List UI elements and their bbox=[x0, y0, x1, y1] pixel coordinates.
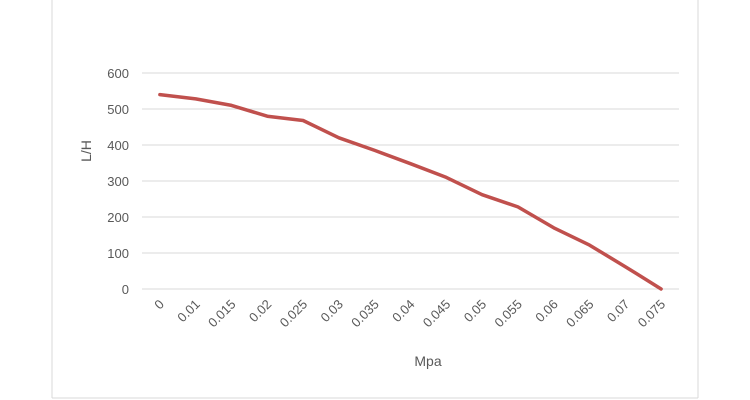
y-tick-label: 200 bbox=[107, 210, 129, 225]
x-tick-label: 0.06 bbox=[532, 297, 561, 326]
x-tick-label: 0.045 bbox=[420, 297, 454, 331]
x-tick-label: 0.07 bbox=[604, 297, 633, 326]
x-axis-title: Mpa bbox=[414, 353, 441, 369]
y-axis-title: L/H bbox=[78, 140, 94, 162]
y-axis-tick-labels: 0 100 200 300 400 500 600 bbox=[107, 66, 129, 297]
y-tick-label: 600 bbox=[107, 66, 129, 81]
data-series bbox=[158, 92, 663, 291]
y-tick-label: 500 bbox=[107, 102, 129, 117]
x-tick-label: 0.025 bbox=[277, 297, 311, 331]
x-tick-label: 0 bbox=[151, 297, 167, 313]
x-tick-label: 0.015 bbox=[205, 297, 239, 331]
x-tick-label: 0.05 bbox=[461, 297, 490, 326]
x-tick-label: 0.03 bbox=[318, 297, 347, 326]
x-tick-label: 0.075 bbox=[635, 297, 669, 331]
y-tick-label: 100 bbox=[107, 246, 129, 261]
x-axis-tick-labels: 0 0.01 0.015 0.02 0.025 0.03 0.035 0.04 0.045 0.0… bbox=[151, 297, 668, 331]
x-tick-label: 0.01 bbox=[174, 297, 203, 326]
y-tick-label: 400 bbox=[107, 138, 129, 153]
x-tick-label: 0.02 bbox=[246, 297, 275, 326]
x-tick-label: 0.035 bbox=[348, 297, 382, 331]
series-line bbox=[158, 92, 663, 291]
x-tick-label: 0.065 bbox=[563, 297, 597, 331]
x-tick-label: 0.055 bbox=[491, 297, 525, 331]
gridlines bbox=[142, 72, 679, 290]
y-tick-label: 0 bbox=[122, 282, 129, 297]
y-tick-label: 300 bbox=[107, 174, 129, 189]
x-tick-label: 0.04 bbox=[389, 297, 418, 326]
